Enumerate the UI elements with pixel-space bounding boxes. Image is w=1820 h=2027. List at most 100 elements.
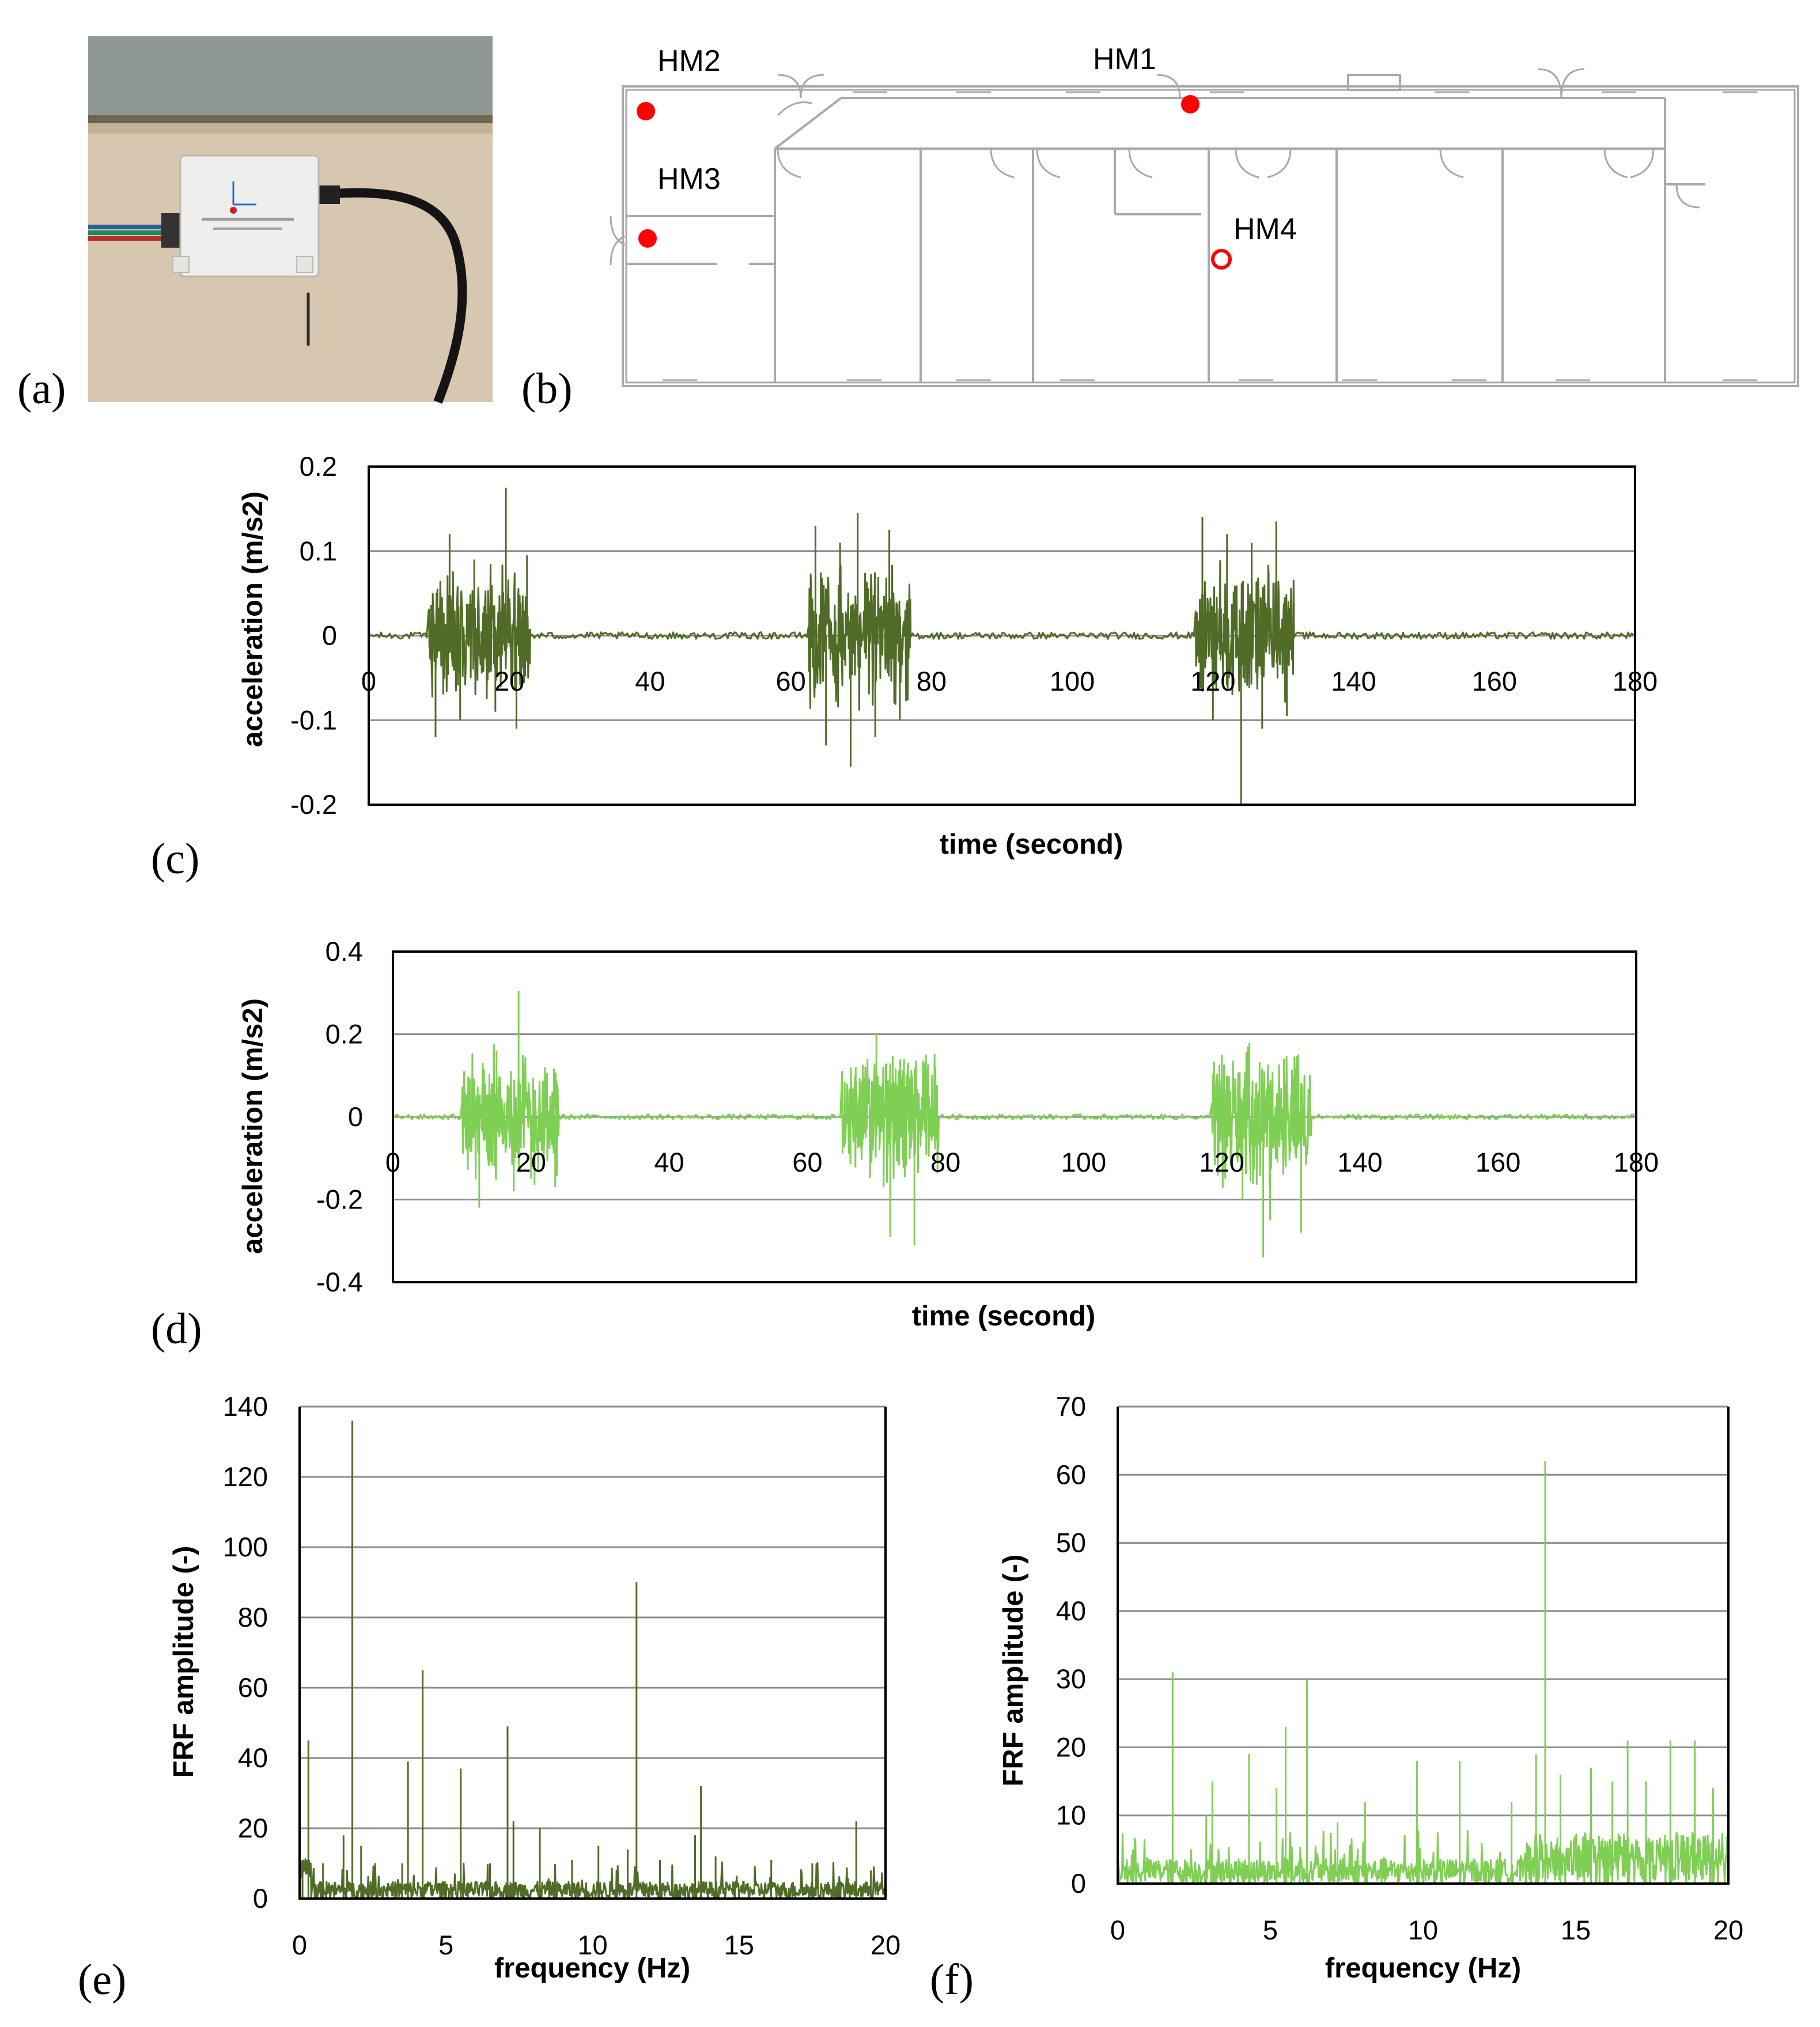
chart-c-xlabel: time (second) <box>940 829 1123 860</box>
chart-e-axes <box>298 1407 887 1900</box>
chart-c-ytick-label: 0.1 <box>300 536 337 566</box>
photo-ledge <box>88 115 493 123</box>
chart-c-xtick-label: 0 <box>361 666 376 696</box>
chart-f-xtick-label: 20 <box>1713 1915 1743 1945</box>
chart-c-ytick-label: -0.2 <box>290 789 337 820</box>
chart-d-xlabel: time (second) <box>912 1301 1096 1332</box>
chart-d-xtick-label: 20 <box>516 1147 546 1177</box>
chart-d-ytick-label: -0.4 <box>316 1267 363 1297</box>
photo-wires <box>88 213 182 248</box>
chart-f-xtick-label: 5 <box>1263 1915 1278 1945</box>
chart-d-ytick-label: 0 <box>348 1101 363 1132</box>
chart-c-xtick-label: 100 <box>1050 666 1095 696</box>
chart-f-xlabel: frequency (Hz) <box>1325 1953 1521 1984</box>
chart-f-xtick-label: 15 <box>1561 1915 1591 1945</box>
chart-e-ytick-label: 140 <box>223 1391 268 1422</box>
chart-c-xtick-label: 180 <box>1613 666 1658 696</box>
chart-e-ytick-label: 20 <box>238 1813 268 1843</box>
chart-d-ytick-label: 0.4 <box>326 936 363 967</box>
chart-f-xtick-label: 0 <box>1110 1915 1125 1945</box>
chart-d-acceleration-hm4: 0.4 0.2 0 -0.2 -0.4 0 20 40 60 80 100 120 140 160 180… <box>237 936 1659 1332</box>
chart-d-xtick-label: 40 <box>654 1147 684 1177</box>
label-hm3: HM3 <box>657 162 721 196</box>
sensor-marker-hm3 <box>638 229 657 248</box>
chart-d-ytick-label: -0.2 <box>316 1184 363 1215</box>
chart-c-xtick-label: 160 <box>1472 666 1517 696</box>
chart-c-acceleration-hm1: 0.2 0.1 0 -0.1 -0.2 0 20 40 60 80 100 120 140 160 180… <box>237 451 1658 860</box>
chart-f-axes <box>1117 1407 1730 1885</box>
chart-e-xtick-label: 15 <box>724 1930 754 1960</box>
panel-label-e: (e) <box>78 1956 126 2004</box>
chart-d-xtick-label: 60 <box>792 1147 822 1177</box>
accelerometer-sensor-icon <box>172 154 320 278</box>
chart-d-xtick-label: 0 <box>385 1147 400 1177</box>
chart-e-ytick-label: 100 <box>223 1532 268 1562</box>
chart-e-ytick-label: 40 <box>238 1742 268 1773</box>
cable-icon <box>316 188 467 404</box>
chart-c-xtick-label: 140 <box>1331 666 1376 696</box>
label-hm2: HM2 <box>657 44 721 78</box>
chart-d-xtick-label: 140 <box>1337 1147 1382 1177</box>
photo-shadow <box>88 123 493 134</box>
chart-c-xtick-label: 20 <box>494 666 524 696</box>
chart-e-ytick-label: 60 <box>238 1672 268 1703</box>
panel-label-a: (a) <box>17 365 66 413</box>
chart-e-xtick-label: 10 <box>577 1930 607 1960</box>
chart-d-xtick-label: 180 <box>1614 1147 1659 1177</box>
chart-d-xtick-label: 100 <box>1061 1147 1106 1177</box>
chart-f-ytick-label: 10 <box>1056 1800 1086 1831</box>
chart-c-xtick-label: 40 <box>635 666 665 696</box>
panel-label-b: (b) <box>521 365 573 413</box>
chart-c-ytick-label: -0.1 <box>290 704 337 735</box>
chart-d-ylabel: acceleration (m/s2) <box>237 998 268 1254</box>
chart-c-ytick-label: 0.2 <box>300 451 337 482</box>
panel-label-f: (f) <box>930 1956 974 2004</box>
chart-f-ytick-label: 60 <box>1056 1459 1086 1490</box>
photo-wall <box>88 36 493 120</box>
panel-label-c: (c) <box>151 835 199 883</box>
chart-e-ytick-label: 120 <box>223 1461 268 1492</box>
chart-f-ytick-label: 40 <box>1056 1596 1086 1626</box>
chart-f-ytick-label: 20 <box>1056 1732 1086 1762</box>
chart-f-series-line <box>1117 1461 1730 1885</box>
chart-d-frame <box>392 950 1637 1283</box>
sensor-marker-hm4 <box>1211 249 1232 270</box>
photo-accelerometer <box>88 36 493 404</box>
chart-e-series-line <box>298 1420 887 1900</box>
door-arcs <box>610 68 1700 266</box>
chart-c-frame <box>368 465 1636 806</box>
panel-label-d: (d) <box>151 1305 202 1353</box>
chart-c-xtick-label: 60 <box>776 666 806 696</box>
sensor-marker-hm2 <box>637 102 655 120</box>
chart-f-ytick-label: 70 <box>1056 1391 1086 1422</box>
chart-f-xtick-label: 10 <box>1408 1915 1438 1945</box>
chart-e-xtick-label: 20 <box>871 1930 900 1960</box>
chart-e-xtick-label: 5 <box>438 1930 453 1960</box>
chart-c-ylabel: acceleration (m/s2) <box>237 491 268 747</box>
sensor-marker-hm1 <box>1181 95 1200 113</box>
chart-e-ytick-label: 80 <box>238 1602 268 1632</box>
chart-f-ytick-label: 50 <box>1056 1528 1086 1558</box>
chart-c-ytick-label: 0 <box>322 620 337 651</box>
chart-e-ylabel: FRF amplitude (-) <box>168 1546 199 1778</box>
chart-d-xtick-label: 160 <box>1475 1147 1520 1177</box>
chart-d-ytick-label: 0.2 <box>326 1019 363 1050</box>
chart-c-xtick-label: 80 <box>917 666 947 696</box>
label-hm4: HM4 <box>1233 213 1297 246</box>
chart-d-xtick-label: 120 <box>1199 1147 1244 1177</box>
chart-f-ytick-label: 30 <box>1056 1664 1086 1694</box>
chart-d-series-line <box>392 991 1636 1257</box>
chart-f-ytick-label: 0 <box>1071 1868 1086 1899</box>
chart-e-ytick-label: 0 <box>253 1883 268 1914</box>
label-hm1: HM1 <box>1093 43 1156 76</box>
chart-e-frf-hm1: 0 20 40 60 80 100 120 140 0 5 10 15 20 frequency (H… <box>168 1391 900 1984</box>
chart-e-xlabel: frequency (Hz) <box>494 1953 690 1984</box>
chart-e-xtick-label: 0 <box>292 1930 307 1960</box>
chart-c-series-line <box>368 487 1634 805</box>
chart-c-xtick-label: 120 <box>1190 666 1235 696</box>
floor-plan: HM1 HM2 HM3 HM4 <box>610 43 1799 387</box>
chart-f-ylabel: FRF amplitude (-) <box>998 1555 1029 1787</box>
window-marks <box>663 91 1757 381</box>
